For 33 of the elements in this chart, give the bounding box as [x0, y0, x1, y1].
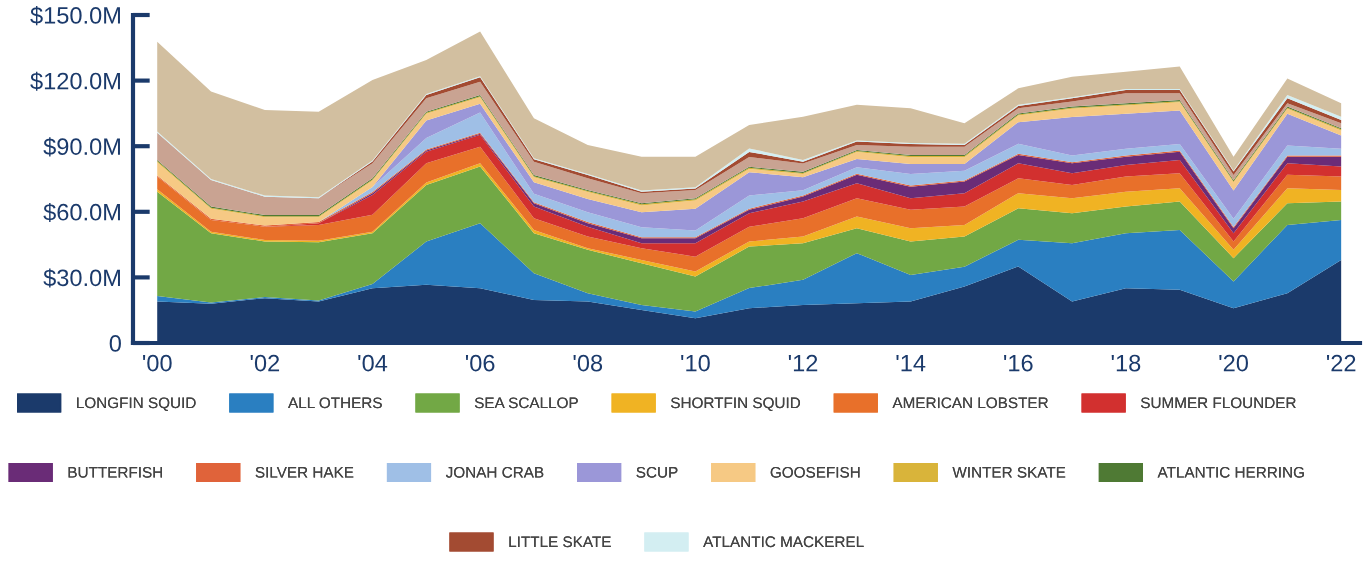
- y-tick-label: $30.0M: [43, 268, 120, 288]
- legend-label: SCUP: [636, 466, 678, 478]
- legend-label: SUMMER FLOUNDER: [1141, 397, 1296, 409]
- x-tick-label: '06: [465, 354, 495, 372]
- x-tick-label: '12: [788, 354, 818, 372]
- x-tick-label: '18: [1111, 354, 1141, 372]
- y-tick-label: $120.0M: [30, 71, 120, 91]
- x-tick-label: '16: [1004, 354, 1033, 372]
- x-tick-label: '00: [143, 354, 172, 372]
- legend-label: AMERICAN LOBSTER: [892, 397, 1048, 409]
- legend-label: LONGFIN SQUID: [77, 397, 196, 411]
- legend-label: SILVER HAKE: [255, 466, 354, 478]
- x-tick-label: '02: [250, 354, 280, 372]
- y-tick-label: 0: [109, 335, 121, 352]
- legend-label: SHORTFIN SQUID: [671, 397, 801, 411]
- x-tick-label: '10: [681, 354, 710, 372]
- legend-label: ATLANTIC HERRING: [1157, 466, 1304, 478]
- x-tick-label: '22: [1326, 354, 1356, 372]
- x-tick-label: '04: [358, 354, 388, 372]
- y-tick-label: $60.0M: [43, 202, 120, 222]
- legend-label: SEA SCALLOP: [474, 397, 578, 409]
- legend-label: WINTER SKATE: [952, 466, 1066, 478]
- y-tick-label: $90.0M: [43, 137, 120, 157]
- legend-label: JONAH CRAB: [445, 466, 544, 478]
- legend-label: ALL OTHERS: [288, 397, 382, 409]
- x-tick-label: '14: [896, 354, 926, 372]
- legend-label: BUTTERFISH: [68, 466, 162, 478]
- legend-label: GOOSEFISH: [770, 466, 860, 478]
- y-tick-label: $150.0M: [30, 6, 120, 26]
- x-tick-label: '20: [1219, 354, 1248, 372]
- legend-label: ATLANTIC MACKEREL: [703, 536, 864, 548]
- x-tick-label: '08: [573, 354, 603, 372]
- legend-label: LITTLE SKATE: [509, 536, 611, 548]
